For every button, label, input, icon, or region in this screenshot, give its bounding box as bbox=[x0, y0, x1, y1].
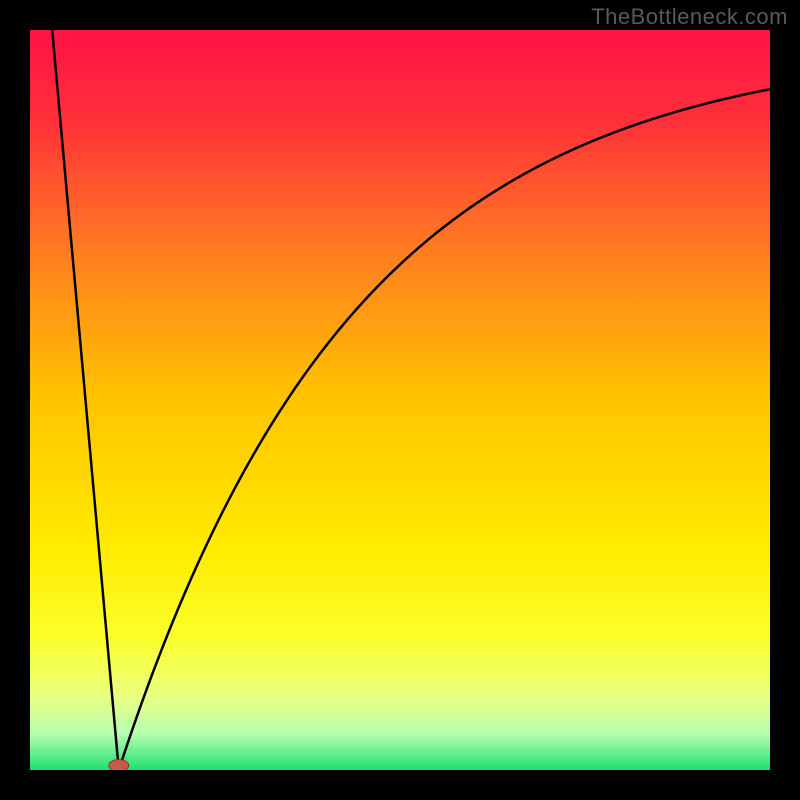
bottleneck-chart: TheBottleneck.com bbox=[0, 0, 800, 800]
min-point-marker bbox=[109, 760, 129, 772]
watermark-text: TheBottleneck.com bbox=[591, 4, 788, 30]
chart-svg bbox=[0, 0, 800, 800]
plot-background bbox=[30, 30, 770, 770]
